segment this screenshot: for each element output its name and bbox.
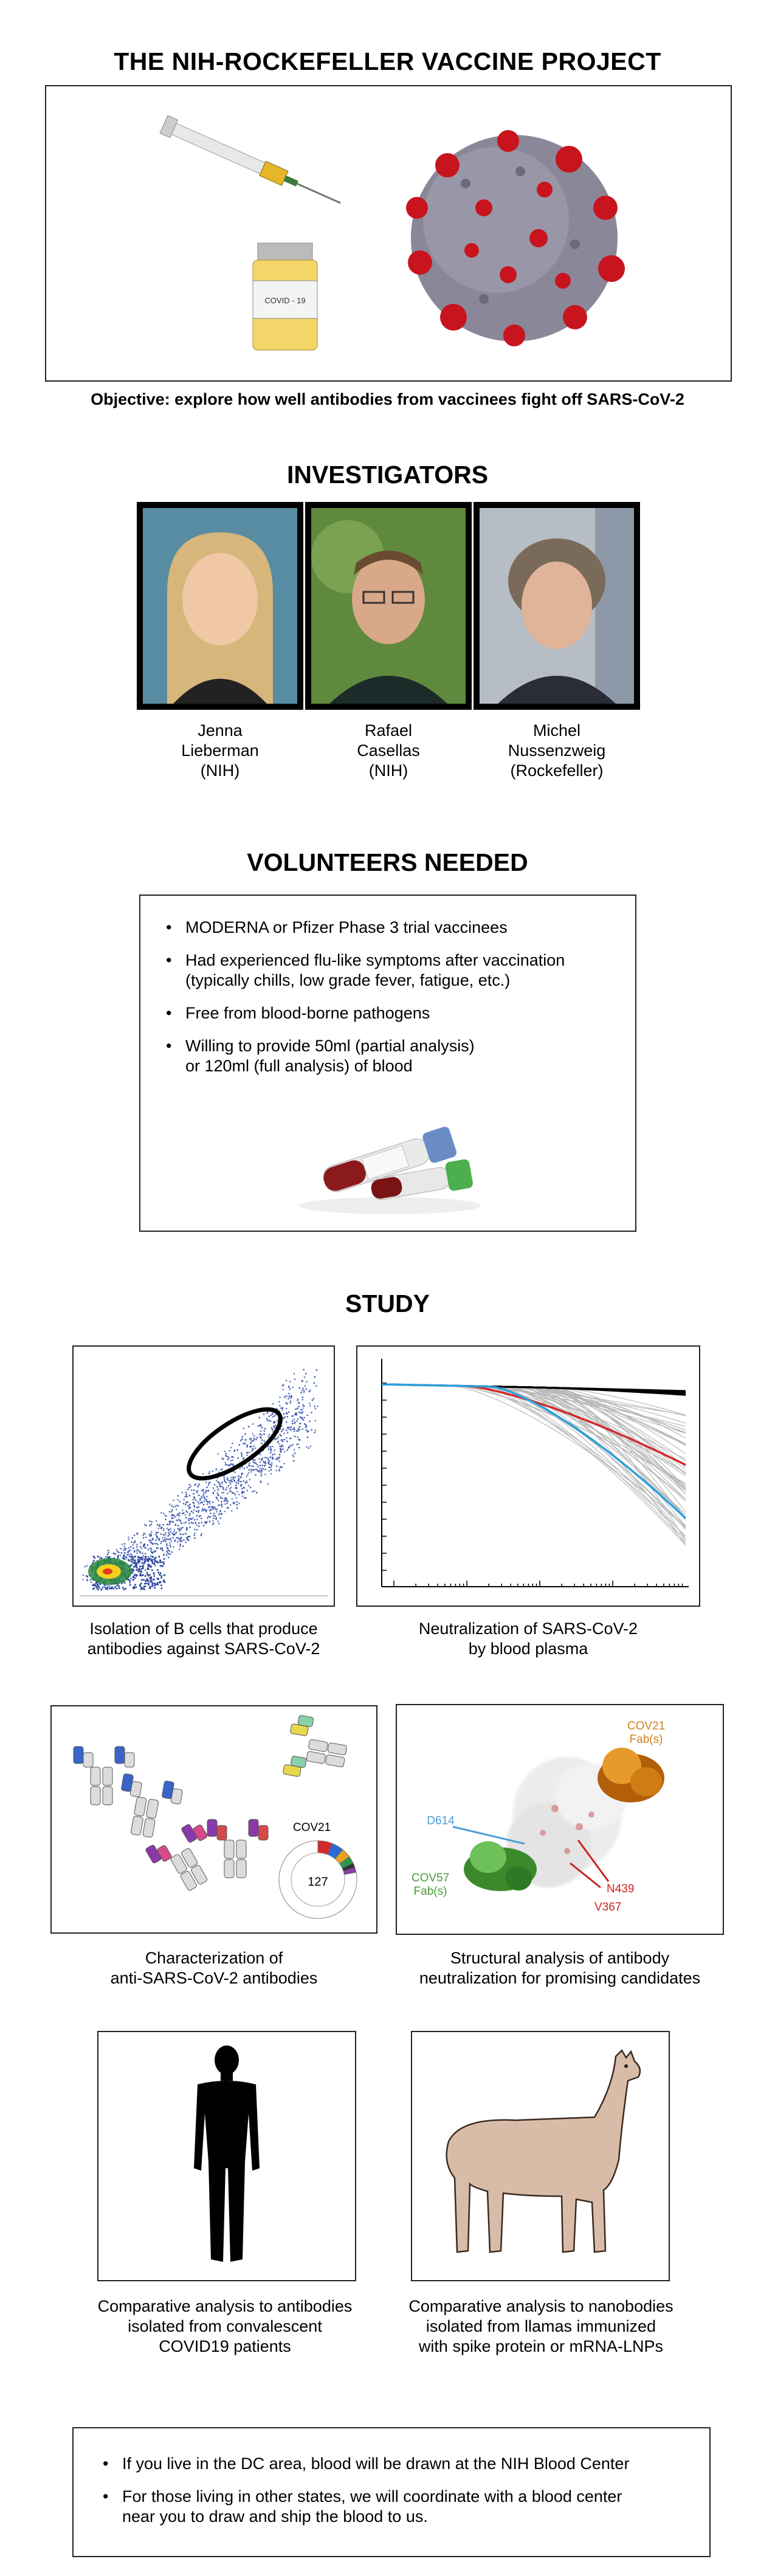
vaccine-virus-illustration: COVID - 19 [159, 115, 625, 351]
investigator-name-lieberman: Jenna Lieberman (NIH) [181, 721, 259, 780]
human-silhouette-icon [194, 2045, 260, 2262]
investigators-heading: INVESTIGATORS [286, 461, 489, 489]
flow-cytometry-plot [80, 1369, 328, 1596]
volunteers-box: MODERNA or Pfizer Phase 3 trial vaccinee… [139, 895, 636, 1232]
virus-icon [406, 130, 625, 346]
investigator-photo-casellas [305, 502, 472, 710]
llama-panel [411, 2031, 670, 2281]
study-caption-convalescent: Comparative analysis to antibodies isolat… [97, 2297, 353, 2355]
hero-image-frame: COVID - 19 [45, 85, 732, 382]
syringe-icon [159, 115, 341, 204]
objective-text: Objective: explore how well antibodies f… [91, 390, 684, 408]
investigator-name-nussenzweig: Michel Nussenzweig (Rockefeller) [508, 721, 606, 780]
n439-label: N439 [607, 1883, 634, 1895]
investigator-photo-lieberman [137, 502, 303, 710]
vial-label: COVID - 19 [264, 296, 305, 305]
study-caption-neutralization: Neutralization of SARS-CoV-2 by blood pla… [418, 1619, 638, 1658]
cov21-fab-shape [598, 1748, 664, 1802]
v367-label: V367 [594, 1901, 621, 1914]
investigator-photo-nussenzweig [474, 502, 640, 710]
donut-count: 127 [308, 1875, 328, 1889]
volunteer-criterion: Willing to provide 50ml (partial analysi… [159, 1036, 621, 1076]
volunteer-criterion: Had experienced flu-like symptoms after … [159, 950, 621, 991]
volunteers-heading: VOLUNTEERS NEEDED [247, 848, 528, 876]
cov21-label: COV21 [627, 1720, 665, 1733]
study-heading: STUDY [345, 1290, 430, 1317]
llama-icon [446, 2049, 641, 2253]
neutralization-plot [381, 1359, 689, 1587]
investigator-name-casellas: Rafael Casellas (NIH) [357, 721, 420, 780]
vaccine-vial-icon: COVID - 19 [252, 242, 318, 351]
flow-cytometry-panel [72, 1345, 335, 1607]
volunteer-criterion: Free from blood-borne pathogens [159, 1003, 621, 1023]
cov57-fab-label: Fab(s) [414, 1885, 447, 1898]
human-silhouette-panel [97, 2031, 356, 2281]
footer-note: For those living in other states, we wil… [95, 2487, 691, 2527]
footer-info-box: If you live in the DC area, blood will b… [72, 2427, 711, 2557]
donut-label: COV21 [293, 1821, 331, 1834]
gate-ellipse [187, 1407, 283, 1481]
neutralization-panel [356, 1345, 700, 1607]
structure-illustration: COV21 Fab(s) D614 COV57 Fab(s) N439 V367 [412, 1720, 665, 1914]
volunteer-criterion: MODERNA or Pfizer Phase 3 trial vaccinee… [159, 918, 621, 938]
antibody-characterization-panel: 127 COV21 [50, 1705, 377, 1934]
study-caption-isolation: Isolation of B cells that produce antibod… [87, 1619, 320, 1658]
blood-tubes-icon [298, 1127, 481, 1214]
structural-analysis-panel: COV21 Fab(s) D614 COV57 Fab(s) N439 V367 [396, 1704, 724, 1935]
footer-note: If you live in the DC area, blood will b… [95, 2454, 691, 2474]
page-title: THE NIH-ROCKEFELLER VACCINE PROJECT [114, 47, 661, 75]
antibodies-illustration: 127 COV21 [73, 1715, 357, 1919]
d614-label: D614 [427, 1815, 455, 1827]
study-caption-structural: Structural analysis of antibody neutraliz… [419, 1949, 701, 1987]
donut-chart: 127 COV21 [278, 1821, 357, 1919]
cov57-fab-shape [464, 1841, 537, 1891]
study-caption-characterization: Characterization of anti-SARS-CoV-2 antib… [110, 1949, 318, 1987]
study-caption-llamas: Comparative analysis to nanobodies isolat… [408, 2297, 673, 2355]
cov21-fab-label: Fab(s) [630, 1733, 663, 1746]
cov57-label: COV57 [412, 1872, 449, 1884]
